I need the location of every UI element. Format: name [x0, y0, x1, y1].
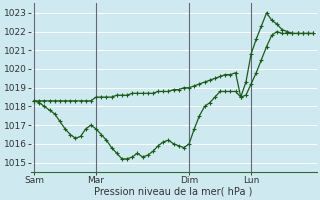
X-axis label: Pression niveau de la mer( hPa ): Pression niveau de la mer( hPa ) — [94, 187, 253, 197]
